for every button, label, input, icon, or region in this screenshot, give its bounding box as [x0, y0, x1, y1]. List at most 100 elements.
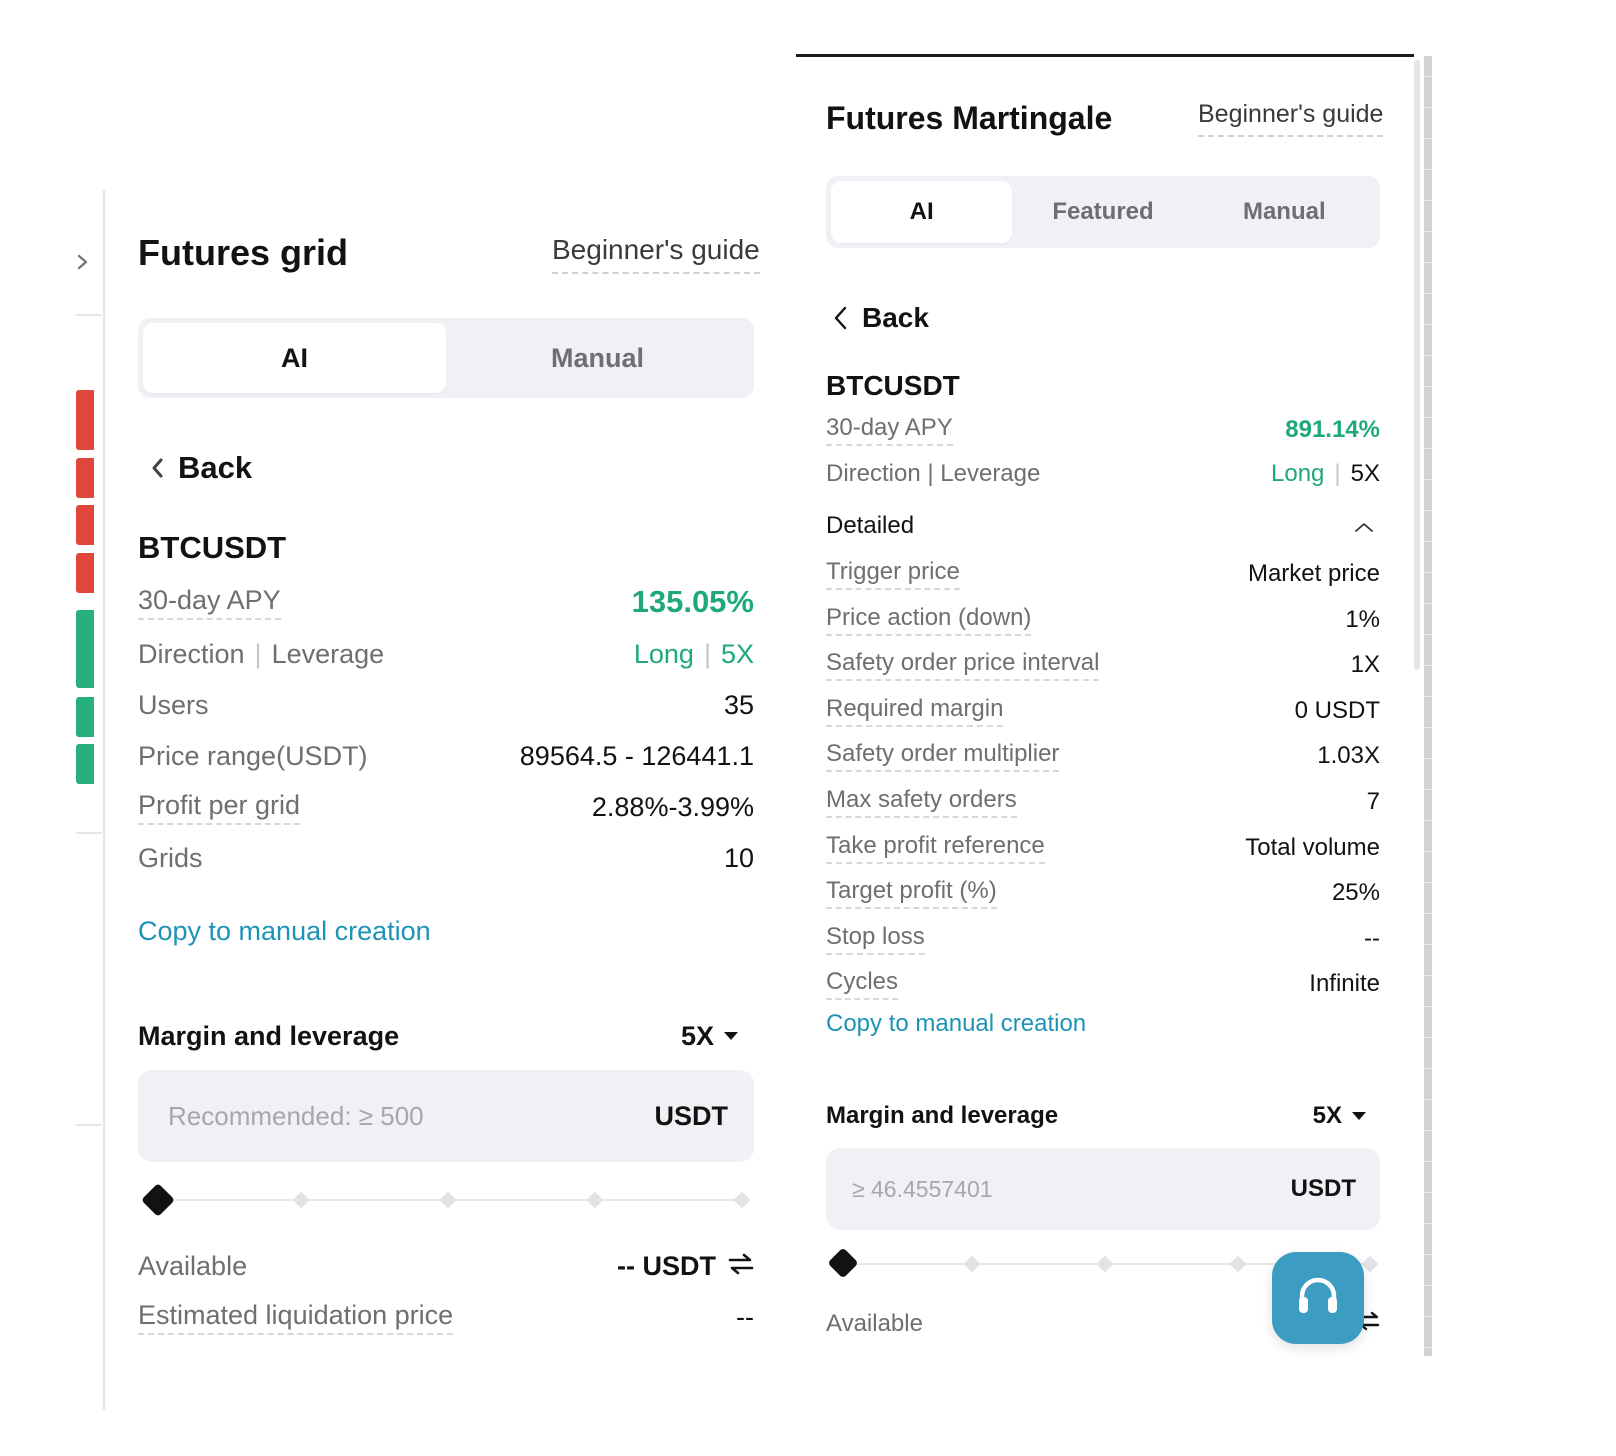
leverage-select-value: 5X: [680, 1020, 714, 1051]
margin-input-box: USDT: [138, 1070, 754, 1162]
leverage-select[interactable]: 5X: [681, 1021, 738, 1052]
scrollbar-thumb[interactable]: [1414, 60, 1420, 670]
margin-unit: USDT: [1290, 1175, 1356, 1202]
scrollbar-tick: [1424, 262, 1432, 263]
beginners-guide-link[interactable]: Beginner's guide: [552, 234, 760, 274]
direction-leverage-value: Long | 5X: [633, 638, 754, 669]
orderbook-bar-ask: [76, 390, 94, 450]
scrollbar-tick: [1424, 944, 1432, 945]
scrollbar-tick: [1424, 417, 1432, 418]
orderbook-bar-ask: [76, 553, 94, 593]
orderbook-bar-bid: [76, 610, 94, 688]
leverage-select[interactable]: 5X: [1313, 1102, 1366, 1130]
margin-input[interactable]: [168, 1100, 504, 1132]
margin-leverage-label: Margin and leverage: [826, 1102, 1059, 1129]
orderbook-bar-ask: [76, 505, 94, 545]
scrollbar-tick: [1424, 293, 1432, 294]
caret-down-icon: [724, 1032, 738, 1040]
customer-support-button[interactable]: [1272, 1252, 1364, 1344]
scrollbar-tick: [1424, 479, 1432, 480]
margin-input[interactable]: [852, 1175, 1155, 1203]
panel-title: Futures Martingale: [826, 100, 1113, 136]
headset-icon: [1295, 1275, 1341, 1322]
margin-leverage-label: Margin and leverage: [138, 1020, 400, 1051]
orderbook-bar-bid: [76, 697, 94, 737]
leverage-label: Leverage: [271, 638, 385, 669]
orderbook-bar-bid: [76, 744, 94, 784]
tab-ai[interactable]: AI: [831, 181, 1013, 243]
slider-step[interactable]: [1229, 1255, 1247, 1273]
tab-ai[interactable]: AI: [143, 323, 446, 393]
detail-row: Required margin 0 USDT: [826, 693, 1380, 729]
scrollbar-tick: [1424, 1037, 1432, 1038]
direction-leverage-row: Direction | Leverage Long | 5X: [826, 456, 1380, 492]
swap-arrows-icon[interactable]: [728, 1251, 754, 1282]
detail-label: Cycles: [826, 968, 899, 1000]
margin-slider[interactable]: [141, 1183, 751, 1217]
detail-label: Take profit reference: [826, 832, 1045, 864]
slider-step[interactable]: [1361, 1255, 1379, 1273]
direction-leverage-value: Long | 5X: [1271, 460, 1380, 487]
users-row: Users 35: [138, 685, 754, 725]
direction-leverage-label: Direction | Leverage: [826, 460, 1041, 487]
users-value: 35: [723, 689, 754, 720]
scrollbar-tick: [1424, 1223, 1432, 1224]
profit-per-grid-value: 2.88%-3.99%: [591, 791, 754, 822]
margin-slider[interactable]: [827, 1247, 1379, 1279]
detail-row: Trigger price Market price: [826, 556, 1380, 592]
slider-step[interactable]: [292, 1191, 310, 1209]
scrollbar-tick: [1424, 758, 1432, 759]
scrollbar-track[interactable]: [1424, 56, 1432, 1356]
detail-label: Max safety orders: [826, 786, 1017, 818]
scrollbar-tick: [1424, 665, 1432, 666]
slider-step[interactable]: [586, 1191, 604, 1209]
margin-leverage-header: Margin and leverage 5X: [138, 1016, 738, 1056]
profit-per-grid-row: Profit per grid 2.88%-3.99%: [138, 786, 754, 828]
scrollbar-tick: [1424, 1099, 1432, 1100]
back-button[interactable]: Back: [832, 302, 929, 334]
slider-handle[interactable]: [827, 1247, 859, 1279]
leverage-value: 5X: [1350, 460, 1380, 487]
scrollbar-tick: [1424, 1285, 1432, 1286]
scrollbar-tick: [1424, 541, 1432, 542]
direction-label: Direction: [138, 638, 245, 669]
detail-label: Target profit (%): [826, 877, 997, 909]
available-label: Available: [826, 1310, 923, 1337]
detail-row: Max safety orders 7: [826, 784, 1380, 820]
slider-step[interactable]: [963, 1255, 981, 1273]
scrollbar-tick: [1424, 510, 1432, 511]
detail-row: Safety order price interval 1X: [826, 647, 1380, 683]
expand-chevron-icon[interactable]: [76, 254, 90, 270]
tab-manual[interactable]: Manual: [1242, 198, 1326, 225]
slider-step[interactable]: [1096, 1255, 1114, 1273]
back-button[interactable]: Back: [150, 450, 252, 486]
scrollbar-tick: [1424, 634, 1432, 635]
tab-featured[interactable]: Featured: [1052, 198, 1154, 225]
detail-value: Infinite: [1309, 970, 1380, 997]
detail-value: Market price: [1247, 560, 1380, 587]
detailed-toggle[interactable]: Detailed: [826, 508, 1380, 544]
detail-label: Trigger price: [826, 558, 960, 590]
detail-value: 25%: [1331, 879, 1380, 906]
copy-to-manual-link[interactable]: Copy to manual creation: [826, 1010, 1087, 1037]
detail-label: Required margin: [826, 695, 1004, 727]
slider-step[interactable]: [733, 1191, 751, 1209]
slider-step[interactable]: [439, 1191, 457, 1209]
copy-to-manual-link[interactable]: Copy to manual creation: [138, 916, 431, 946]
scrollbar-tick: [1424, 231, 1432, 232]
scrollbar-tick: [1424, 386, 1432, 387]
tab-manual[interactable]: Manual: [550, 342, 644, 373]
scrollbar-tick: [1424, 1192, 1432, 1193]
available-value-wrap: -- USDT: [617, 1251, 754, 1282]
scrollbar-tick: [1424, 1316, 1432, 1317]
slider-handle[interactable]: [141, 1183, 175, 1217]
detail-row: Target profit (%) 25%: [826, 875, 1380, 911]
symbol-name: BTCUSDT: [138, 530, 287, 565]
beginners-guide-link[interactable]: Beginner's guide: [1198, 100, 1384, 137]
detail-label: Safety order multiplier: [826, 740, 1060, 772]
scrollbar-tick: [1424, 448, 1432, 449]
apy-value: 891.14%: [1285, 416, 1380, 443]
scrollbar-tick: [1424, 1130, 1432, 1131]
detail-row: Cycles Infinite: [826, 966, 1380, 1002]
scrollbar-tick: [1424, 138, 1432, 139]
